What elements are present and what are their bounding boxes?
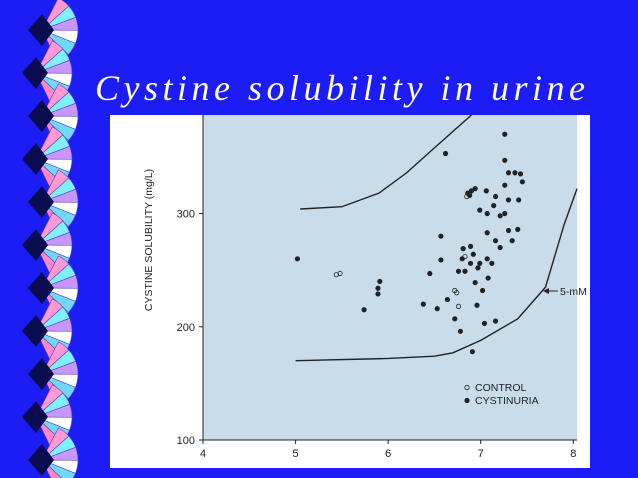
- x-tick-label: 5: [293, 448, 299, 460]
- legend-marker: [464, 397, 470, 404]
- fan-diamond: [28, 272, 54, 304]
- data-point: [502, 131, 508, 137]
- annotation: 5-mM: [560, 286, 587, 298]
- data-point: [468, 188, 475, 194]
- data-point: [452, 316, 458, 322]
- data-point: [459, 256, 465, 262]
- data-point: [375, 285, 381, 291]
- data-point: [467, 260, 474, 266]
- data-point: [438, 257, 444, 263]
- data-point: [469, 349, 475, 355]
- data-point: [516, 197, 522, 203]
- legend-marker: [464, 384, 470, 391]
- data-point: [462, 268, 468, 274]
- data-point: [479, 287, 486, 294]
- fan-diamond: [22, 143, 48, 175]
- data-point: [509, 238, 515, 244]
- data-point: [502, 157, 508, 163]
- data-point: [294, 256, 301, 262]
- data-point: [505, 197, 512, 203]
- data-point: [502, 210, 508, 217]
- fan-diamond: [28, 14, 54, 46]
- data-point: [434, 306, 440, 312]
- fan-diamond: [28, 100, 54, 132]
- data-point: [472, 186, 478, 192]
- data-point: [452, 287, 458, 294]
- data-point: [442, 150, 449, 157]
- data-point: [481, 320, 488, 326]
- data-point: [497, 213, 503, 219]
- y-axis-label: CYSTINE SOLUBILITY (mg/L): [143, 169, 155, 311]
- plot-area: [203, 115, 577, 440]
- data-point: [492, 193, 499, 200]
- data-point: [467, 243, 474, 249]
- data-point: [427, 270, 433, 277]
- data-point: [519, 179, 525, 185]
- curve: [300, 115, 472, 210]
- fan-diamond: [22, 57, 48, 89]
- legend-label: CONTROL: [475, 382, 526, 394]
- data-point: [484, 256, 490, 262]
- plot: 100 200 300 4 5 6 7 8 pH CYSTINE SOLUBILITY (mg/L…: [143, 115, 587, 478]
- data-point: [477, 260, 483, 266]
- data-point: [492, 238, 499, 244]
- x-tick-label: 6: [385, 448, 391, 460]
- data-point: [460, 246, 466, 252]
- data-point: [517, 171, 524, 177]
- slide-title: Cystine solubility in urine: [95, 68, 585, 108]
- data-point: [337, 270, 343, 277]
- data-point: [467, 192, 473, 199]
- fan-diamond: [28, 444, 54, 476]
- data-point: [477, 207, 483, 213]
- fan-wedge: [41, 459, 62, 478]
- decorative-border: [22, 0, 79, 478]
- data-point: [472, 279, 478, 286]
- data-point: [512, 170, 518, 176]
- data-point: [375, 291, 381, 297]
- data-point: [505, 227, 512, 234]
- x-tick-label: 4: [200, 448, 206, 460]
- fan-diamond: [28, 358, 54, 390]
- data-point: [484, 230, 490, 236]
- data-point: [485, 275, 491, 281]
- x-tick-label: 7: [478, 448, 484, 460]
- data-point: [489, 260, 495, 266]
- data-point: [497, 244, 503, 251]
- data-point: [515, 226, 521, 232]
- data-point: [420, 301, 426, 307]
- data-point: [491, 202, 497, 209]
- data-point: [455, 268, 462, 274]
- fan-diamond: [22, 315, 48, 347]
- figure: 100 200 300 4 5 6 7 8 pH CYSTINE SOLUBILITY (mg/L…: [110, 115, 590, 478]
- data-point: [361, 307, 367, 313]
- data-point: [484, 210, 490, 217]
- data-point: [475, 265, 481, 271]
- fan-diamond: [22, 401, 48, 433]
- data-point: [377, 278, 383, 285]
- data-point: [470, 251, 476, 257]
- legend-label: CYSTINURIA: [475, 395, 539, 407]
- x-axis-label: pH: [381, 467, 395, 478]
- data-point: [502, 182, 508, 188]
- curve: [295, 188, 578, 362]
- x-tick-label: 8: [570, 448, 576, 460]
- data-point: [505, 170, 512, 176]
- fan-diamond: [22, 229, 48, 261]
- data-point: [457, 328, 463, 334]
- y-tick-label: 300: [177, 209, 195, 221]
- data-point: [492, 318, 499, 324]
- data-point: [333, 272, 339, 278]
- data-point: [455, 303, 462, 309]
- data-point: [438, 233, 444, 239]
- fan-diamond: [28, 186, 54, 218]
- y-tick-label: 200: [177, 322, 195, 334]
- data-point: [444, 296, 450, 303]
- data-point: [474, 302, 480, 308]
- data-point: [483, 188, 489, 194]
- annotation-arrowhead: [543, 288, 549, 294]
- y-tick-label: 100: [177, 435, 195, 447]
